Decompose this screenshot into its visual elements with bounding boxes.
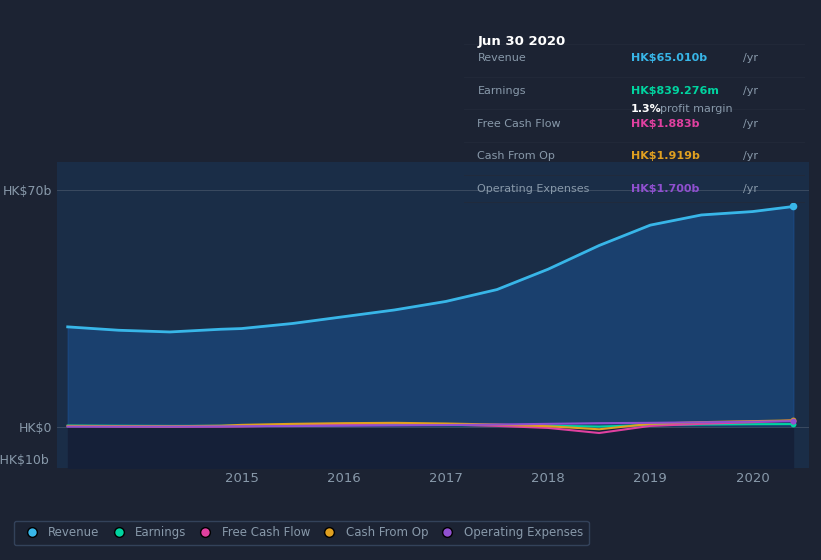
Text: /yr: /yr: [743, 151, 759, 161]
Point: [787, 202, 800, 211]
Point: [787, 416, 800, 425]
Legend: Revenue, Earnings, Free Cash Flow, Cash From Op, Operating Expenses: Revenue, Earnings, Free Cash Flow, Cash …: [14, 521, 589, 545]
Text: /yr: /yr: [743, 53, 759, 63]
Text: Free Cash Flow: Free Cash Flow: [478, 119, 561, 129]
Text: /yr: /yr: [743, 184, 759, 194]
Text: /yr: /yr: [743, 119, 759, 129]
Point: [787, 416, 800, 425]
Text: -HK$10b: -HK$10b: [0, 454, 49, 467]
Text: HK$1.700b: HK$1.700b: [631, 184, 699, 194]
Text: 1.3%: 1.3%: [631, 104, 662, 114]
Text: /yr: /yr: [743, 86, 759, 96]
Text: Earnings: Earnings: [478, 86, 526, 96]
Text: HK$1.883b: HK$1.883b: [631, 119, 699, 129]
Text: Operating Expenses: Operating Expenses: [478, 184, 589, 194]
Text: HK$65.010b: HK$65.010b: [631, 53, 707, 63]
Text: Cash From Op: Cash From Op: [478, 151, 555, 161]
Text: HK$1.919b: HK$1.919b: [631, 151, 699, 161]
Text: Jun 30 2020: Jun 30 2020: [478, 35, 566, 48]
Text: HK$839.276m: HK$839.276m: [631, 86, 718, 96]
Point: [787, 419, 800, 428]
Text: profit margin: profit margin: [660, 104, 732, 114]
Text: Revenue: Revenue: [478, 53, 526, 63]
Point: [787, 417, 800, 426]
